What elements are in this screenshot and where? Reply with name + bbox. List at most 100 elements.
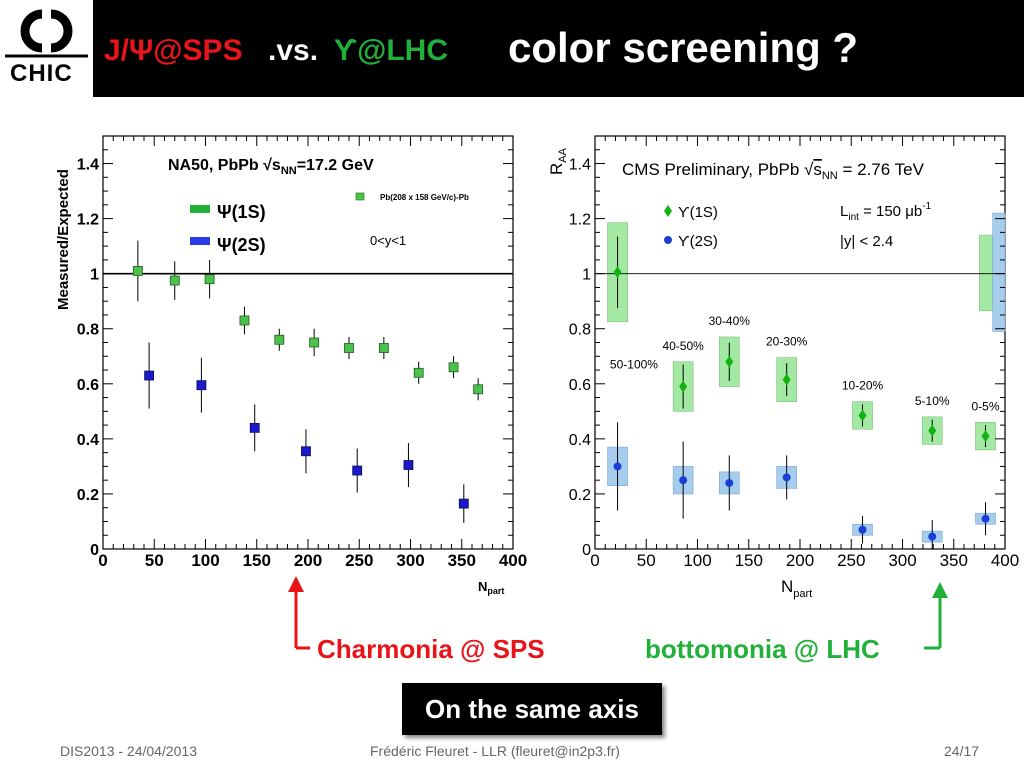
cms-chart: 0 50 100 150 200 250 300 350 400 0 0.2 0.4 0.6 0.8 1 1.…: [547, 135, 1019, 600]
red-arrow-icon: [288, 576, 310, 650]
title-jpsi: J/Ψ@SPS: [104, 34, 243, 67]
cms-y-tick-label: 1.4: [569, 157, 591, 174]
cms-ups2s-point: [782, 473, 791, 482]
na50-x-tick-label: 300: [396, 551, 424, 570]
cms-centrality-label: 50-100%: [610, 358, 658, 372]
na50-y-tick-label: 1.4: [77, 157, 99, 174]
cms-x-tick-label: 0: [590, 551, 599, 570]
na50-psi1s-point: [473, 384, 484, 395]
na50-y-tick-label: 0.6: [77, 377, 99, 394]
cms-ups1s-point: [928, 424, 937, 437]
na50-y-axis-label: Measured/Expected: [55, 169, 72, 310]
small-legend-text: Pb(208 x 158 GeV/c)-Pb: [380, 193, 469, 202]
cms-ups2s-point: [981, 514, 990, 523]
cms-ups2s-point: [613, 462, 622, 471]
cms-centrality-label: 30-40%: [709, 314, 751, 328]
cms-chart-title: CMS Preliminary, PbPb √sNN = 2.76 TeV: [622, 160, 925, 182]
na50-x-tick-label: 150: [243, 551, 271, 570]
na50-psi1s-point: [239, 315, 250, 326]
cms-x-tick-label: 100: [683, 551, 711, 570]
legend-psi1s-label: Ψ(1S): [217, 202, 266, 222]
cms-x-tick-label: 250: [837, 551, 865, 570]
na50-y-tick-label: 1: [90, 267, 99, 284]
na50-psi1s-point: [448, 362, 459, 373]
na50-psi1s-point: [344, 343, 354, 353]
cms-ups1s-point: [782, 373, 791, 386]
na50-y-tick-label: 0.8: [77, 322, 99, 339]
cms-ups2s-point: [858, 525, 867, 534]
na50-psi1s-point: [413, 367, 424, 378]
cms-y-axis-label: RAA: [547, 147, 569, 175]
na50-psi1s-point: [204, 274, 215, 285]
cms-x-tick-label: 300: [888, 551, 916, 570]
na50-psi2s-point: [301, 446, 311, 457]
cms-luminosity: Lint = 150 μb-1: [840, 201, 932, 223]
title-vs: .vs.: [268, 34, 319, 67]
legend-psi2s-swatch: [190, 237, 210, 245]
na50-psi2s-point: [458, 498, 469, 509]
na50-y-tick-label: 1.2: [77, 212, 99, 229]
na50-chart: 0 50 100 150 200 250 300 350 400 0 0.2 0.4 0.6 0.8 1 1.…: [55, 135, 527, 596]
na50-psi1s-point: [169, 275, 180, 286]
cms-ups1s-point: [679, 380, 688, 393]
na50-x-tick-label: 100: [191, 551, 219, 570]
cms-centrality-label: 20-30%: [766, 335, 808, 349]
na50-y-tick-label: 0: [90, 542, 99, 559]
na50-x-axis-label: Npart: [478, 579, 504, 596]
cms-ups2s-point: [928, 532, 937, 541]
legend-ups2s-marker: [664, 236, 672, 244]
cms-x-tick-label: 400: [991, 551, 1019, 570]
cms-x-tick-label: 200: [786, 551, 814, 570]
legend-ups1s-marker: [664, 205, 672, 217]
na50-x-tick-label: 250: [345, 551, 373, 570]
na50-psi2s-point: [352, 465, 363, 476]
cms-ups2s-point: [679, 476, 688, 485]
legend-psi2s-label: Ψ(2S): [217, 235, 266, 255]
cms-ups1s-point: [981, 430, 990, 443]
cms-ups2s-point: [725, 478, 734, 487]
cms-x-tick-label: 350: [940, 551, 968, 570]
cms-y-tick-label: 1: [582, 267, 591, 284]
cms-y-tick-label: 0.4: [569, 432, 591, 449]
na50-psi1s-point: [309, 337, 320, 348]
na50-x-tick-label: 350: [448, 551, 476, 570]
cms-centrality-label: 5-10%: [915, 394, 950, 408]
slide-title: color screening ?: [508, 24, 859, 71]
cms-x-axis-label: Npart: [781, 577, 812, 600]
cms-rapidity: |y| < 2.4: [840, 233, 893, 250]
na50-psi1s-point: [378, 343, 389, 353]
cms-y-tick-label: 0.6: [569, 377, 591, 394]
chic-logo-icon: [5, 9, 88, 58]
cms-x-tick-label: 150: [735, 551, 763, 570]
na50-psi1s-point: [132, 266, 143, 276]
green-arrow-icon: [924, 582, 948, 650]
arrows-layer: [288, 576, 948, 650]
cms-ups1s-global-syst-box: [979, 234, 993, 312]
na50-chart-title: NA50, PbPb √sNN=17.2 GeV: [168, 157, 374, 177]
na50-psi2s-point: [403, 460, 414, 470]
cms-y-tick-label: 0.8: [569, 322, 591, 339]
cms-centrality-label: 40-50%: [662, 339, 704, 353]
na50-psi2s-point: [249, 422, 260, 433]
cms-ups1s-point: [725, 355, 734, 368]
same-axis-box: On the same axis: [402, 683, 662, 735]
legend-ups2s-label: ϒ(2S): [678, 233, 718, 250]
legend-psi1s-swatch: [190, 205, 210, 213]
na50-y-tick-label: 0.4: [77, 432, 99, 449]
na50-x-tick-label: 50: [145, 551, 164, 570]
cms-y-tick-label: 1.2: [569, 212, 591, 229]
cms-x-tick-label: 50: [637, 551, 656, 570]
footer-date: DIS2013 - 24/04/2013: [60, 743, 197, 759]
footer-page-number: 24/17: [944, 743, 980, 759]
na50-psi2s-point: [196, 380, 207, 391]
na50-psi2s-point: [144, 370, 155, 381]
na50-y-tick-label: 0.2: [77, 487, 99, 504]
cms-y-tick-label: 0.2: [569, 487, 591, 504]
caption-bottomonia: bottomonia @ LHC: [645, 634, 880, 664]
na50-rapidity: 0<y<1: [370, 233, 406, 248]
slide-header: CHIC J/Ψ@SPS .vs. ϒ@LHC color screening …: [0, 0, 1024, 97]
na50-x-tick-label: 0: [98, 551, 107, 570]
title-upsilon: ϒ@LHC: [334, 34, 449, 67]
footer-author: Frédéric Fleuret - LLR (fleuret@in2p3.fr…: [370, 743, 620, 759]
caption-charmonia: Charmonia @ SPS: [317, 634, 545, 664]
